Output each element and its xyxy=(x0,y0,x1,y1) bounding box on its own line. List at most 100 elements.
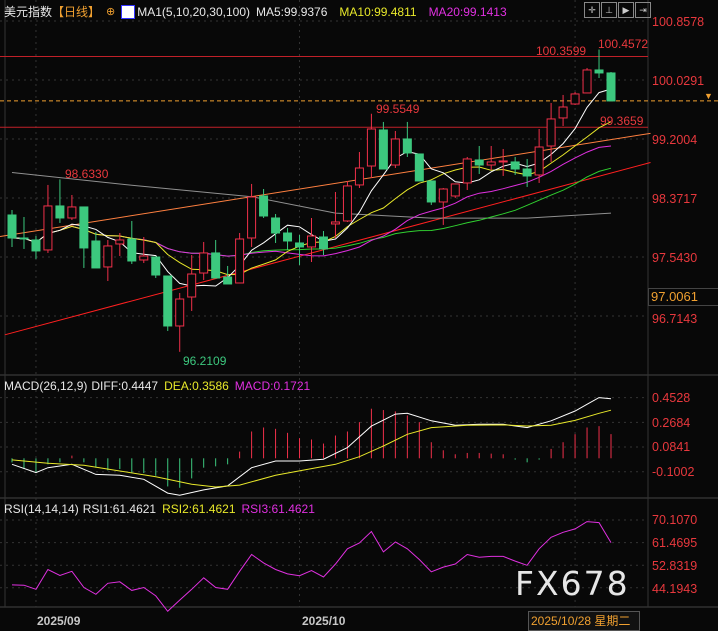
ma10-value: MA10:99.4811 xyxy=(339,4,417,19)
left-high-annotation: 98.6330 xyxy=(65,167,109,181)
high-annotation: 100.3599 xyxy=(536,44,587,58)
price-tick: 100.8578 xyxy=(652,15,705,29)
rsi2-value: RSI2:61.4621 xyxy=(162,502,236,516)
candle-body xyxy=(103,245,113,268)
current-date-box: 2025/10/28 星期二 xyxy=(528,611,640,631)
price-tick: 96.7143 xyxy=(652,312,698,326)
rsi-tick: 44.1943 xyxy=(652,582,698,596)
candle-body xyxy=(330,221,340,225)
ma5-value: MA5:99.9376 xyxy=(256,4,328,19)
candle-body xyxy=(151,256,161,276)
candle-body xyxy=(139,255,149,261)
candle-body xyxy=(426,180,436,203)
candle-body xyxy=(594,69,604,74)
price-tick: 98.3717 xyxy=(652,192,698,206)
candle-body xyxy=(462,158,472,184)
candle-body xyxy=(43,205,53,251)
candle-body xyxy=(247,196,257,239)
macd-tick: 0.2684 xyxy=(652,416,691,430)
last-price-marker-icon: ▼ xyxy=(704,91,713,101)
settings-icon[interactable]: ⊕ xyxy=(106,6,116,18)
candle-body xyxy=(414,153,424,182)
macd-value: MACD:0.1721 xyxy=(234,379,311,393)
rsi-line xyxy=(11,521,612,613)
price-tick: 97.5430 xyxy=(652,251,698,265)
candle-body xyxy=(199,252,209,274)
low-annotation: 96.2109 xyxy=(183,354,227,368)
candle-body xyxy=(570,93,580,105)
macd-tick: 0.4528 xyxy=(652,391,691,405)
candle-body xyxy=(546,118,556,147)
rsi1-value: RSI1:61.4621 xyxy=(82,502,157,516)
candle-body xyxy=(211,252,221,279)
candle-body xyxy=(438,188,448,203)
rsi-label[interactable]: RSI(14,14,14) xyxy=(4,502,79,516)
candle-body xyxy=(283,232,293,242)
candle-body xyxy=(19,237,29,240)
candle-body xyxy=(67,206,77,219)
candle-body xyxy=(534,146,544,176)
price-tick: 99.2004 xyxy=(652,133,698,147)
x-tick-sep: 2025/09 xyxy=(37,614,81,628)
diff-value: DIFF:0.4447 xyxy=(91,379,159,393)
rsi-tick: 52.8319 xyxy=(652,559,698,573)
candle-body xyxy=(522,168,532,177)
candle-body xyxy=(163,275,173,327)
period-label[interactable]: 【日线】 xyxy=(52,5,101,19)
candle-body xyxy=(402,138,412,154)
candle-body xyxy=(175,298,185,327)
candle-body xyxy=(127,238,137,262)
candle-body xyxy=(558,106,568,119)
candle-body xyxy=(354,167,364,186)
candle-body xyxy=(223,276,233,285)
candle-body xyxy=(450,183,460,197)
price-tick: 100.0291 xyxy=(652,74,705,88)
candle-body xyxy=(342,185,352,222)
macd-legend: MACD(26,12,9) DIFF:0.4447 DEA:0.3586 MAC… xyxy=(4,379,310,393)
candle-body xyxy=(259,195,269,217)
ma-label[interactable]: MA1(5,10,20,30,100) xyxy=(137,4,250,19)
watermark-logo: FX678 xyxy=(515,564,630,603)
candle-body xyxy=(510,161,520,170)
rsi-tick: 70.1070 xyxy=(652,513,698,527)
dea-value: DEA:0.3586 xyxy=(164,379,229,393)
macd-label[interactable]: MACD(26,12,9) xyxy=(4,379,88,393)
macd-tick: 0.0841 xyxy=(652,440,691,454)
crosshair-icon[interactable]: ✛ xyxy=(584,2,600,18)
indicator-icon[interactable] xyxy=(121,4,136,19)
main-legend: 美元指数 【日线】 ⊕ MA1(5,10,20,30,100) MA5:99.9… xyxy=(4,3,507,20)
candle-body xyxy=(235,238,245,284)
candle-body xyxy=(390,138,400,166)
candle-body xyxy=(498,160,508,163)
instrument-title: 美元指数 xyxy=(4,5,53,19)
candle-body xyxy=(307,235,316,248)
candle-body xyxy=(378,129,388,170)
crosshair-price-box: 97.0061 xyxy=(648,288,718,306)
candle-body xyxy=(318,236,328,250)
high-annotation: 100.4572 xyxy=(598,37,649,51)
candle-body xyxy=(79,206,89,249)
rsi3-value: RSI3:61.4621 xyxy=(241,502,315,516)
candle-body xyxy=(474,159,484,166)
candle-body xyxy=(7,214,17,239)
candle-body xyxy=(295,242,305,248)
peak-annotation: 99.5549 xyxy=(376,102,420,116)
candle-body xyxy=(91,240,101,269)
candle-body xyxy=(31,239,41,252)
level-annotation: 99.3659 xyxy=(600,114,644,128)
candle-body xyxy=(55,205,65,219)
step-forward-icon[interactable]: ⇥ xyxy=(635,2,651,18)
trendline-orange xyxy=(0,132,651,238)
candle-body xyxy=(115,239,125,245)
zoom-in-icon[interactable]: ⊥ xyxy=(601,2,617,18)
macd-dea-line xyxy=(11,409,612,488)
play-icon[interactable]: ▶ xyxy=(618,2,634,18)
candle-body xyxy=(187,273,197,298)
macd-tick: -0.1002 xyxy=(652,465,695,479)
ma20-value: MA20:99.1413 xyxy=(428,4,507,19)
candle-body xyxy=(366,128,376,167)
candle-body xyxy=(582,69,592,94)
rsi-tick: 61.4695 xyxy=(652,536,698,550)
